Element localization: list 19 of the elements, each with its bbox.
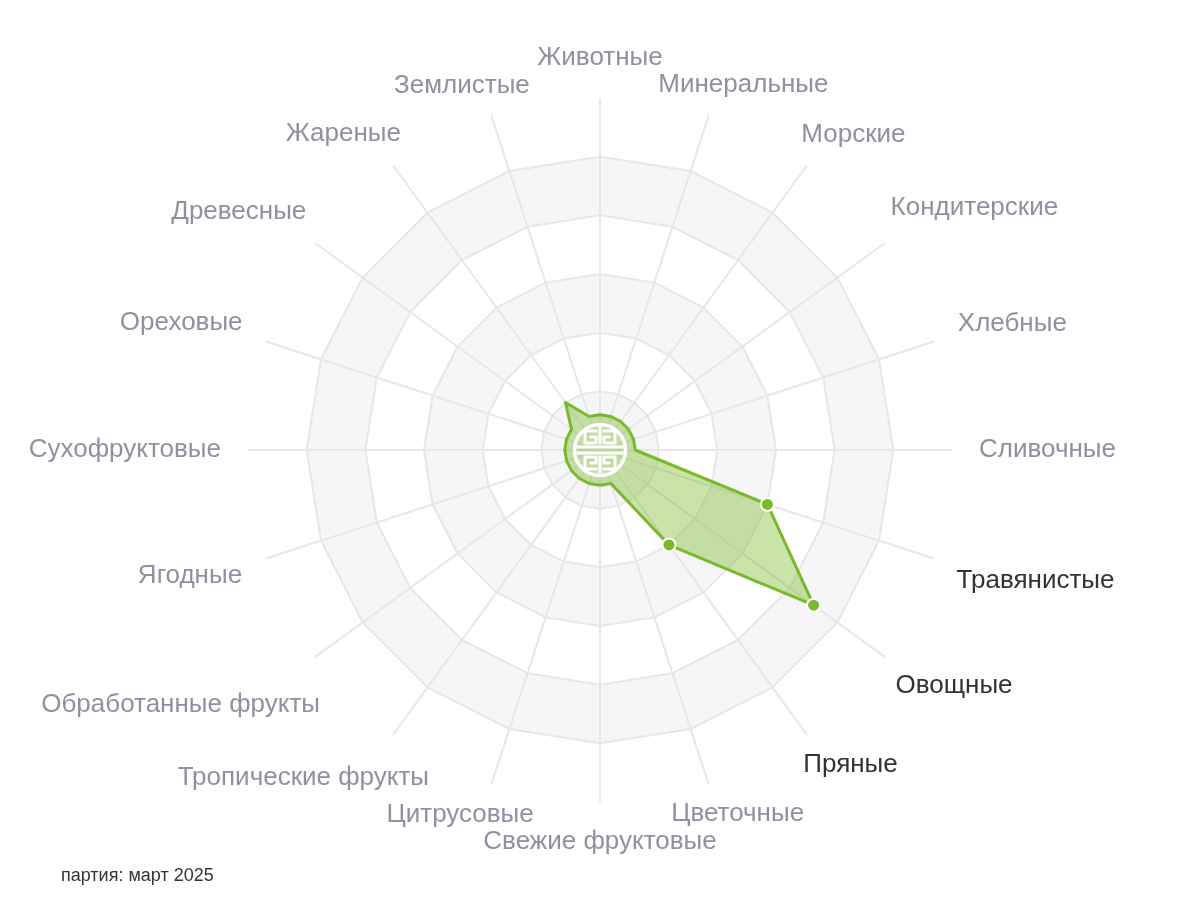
spoke-label: Морские <box>801 117 906 148</box>
spoke-label: Древесные <box>171 194 307 225</box>
spoke-label: Жареные <box>285 116 401 147</box>
spoke-label: Цветочные <box>671 797 805 828</box>
spoke-label: Тропические фрукты <box>177 760 430 791</box>
spoke-label: Свежие фруктовые <box>483 825 717 856</box>
spoke-label: Ореховые <box>119 305 243 336</box>
spoke-label: Сухофруктовые <box>28 433 222 464</box>
spoke-label: Сливочные <box>979 433 1116 464</box>
spoke-label: Травянистые <box>956 563 1115 594</box>
spoke-label: Землистые <box>394 69 530 100</box>
spoke-label: Пряные <box>803 747 898 778</box>
spoke-label: Хлебные <box>957 306 1067 337</box>
spoke-label: Кондитерские <box>890 191 1059 222</box>
text: партия: март 2025 <box>61 865 214 886</box>
spoke-label: Обработанные фрукты <box>41 688 321 719</box>
spoke-label: Овощные <box>895 669 1013 700</box>
spoke-label: Цитрусовые <box>386 797 534 828</box>
spoke-label: Ягодные <box>137 559 243 590</box>
